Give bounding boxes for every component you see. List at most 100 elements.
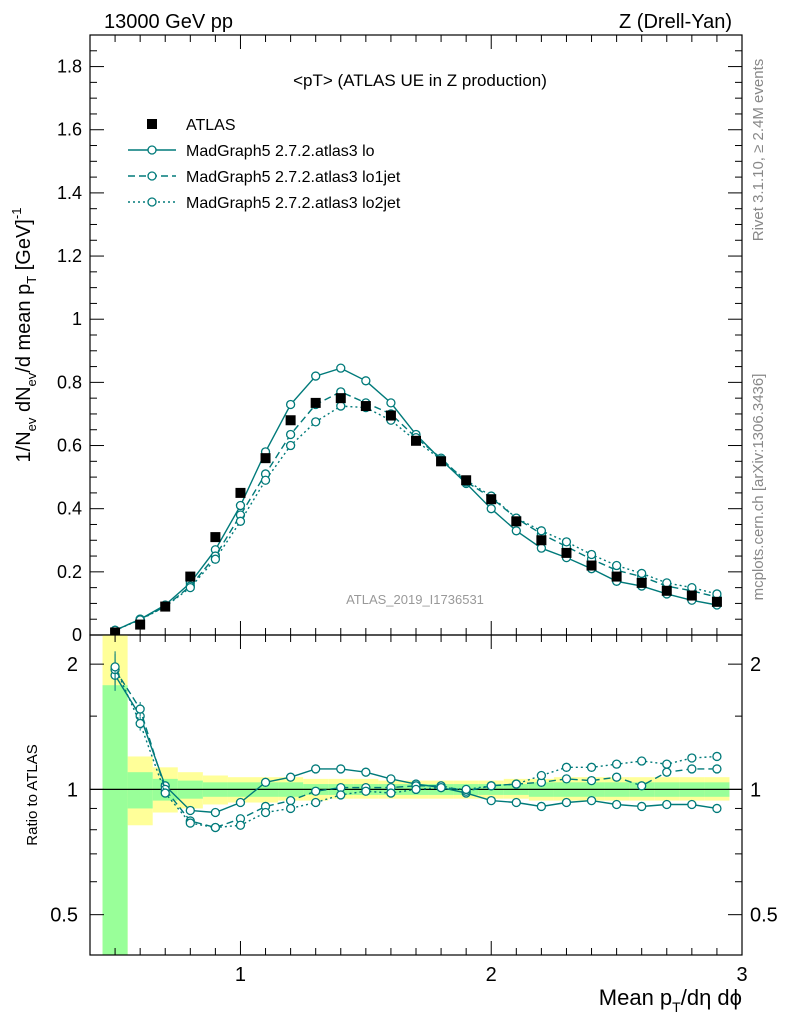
upper-ytick-label: 1.8 (57, 57, 82, 77)
atlas-data-point (486, 494, 497, 505)
upper-ytick-label: 0 (72, 625, 82, 645)
atlas-data-point (436, 456, 447, 467)
ratio-point-dotted (586, 762, 597, 772)
series-point-solid (336, 363, 346, 373)
ratio-point-solid (260, 777, 271, 787)
series-point-dotted (311, 417, 321, 427)
legend-marker-atlas (147, 119, 157, 129)
legend-marker (147, 171, 157, 181)
ratio-point-solid (235, 797, 246, 808)
ratio-point-dotted (662, 759, 672, 769)
series-point-dotted (687, 582, 697, 593)
series-point-dotted (712, 589, 722, 599)
series-point-dotted (336, 401, 346, 411)
ratio-point-dotted (536, 770, 547, 781)
ratio-point-dashed (311, 786, 321, 796)
series-point-solid (235, 500, 246, 511)
ratio-point-solid (185, 805, 195, 816)
atlas-data-point (235, 487, 246, 498)
ratio-point-dashed (561, 774, 572, 784)
atlas-data-point (411, 435, 421, 446)
atlas-data-point (160, 601, 171, 612)
series-line-solid (114, 367, 718, 631)
series-point-solid (511, 526, 521, 536)
ratio-point-dotted (260, 807, 271, 818)
lower-panel: 0.5 0.5 1 1 2 2 1 2 3 Ratio to ATLAS Mean pT/dη … (24, 634, 778, 1015)
ratio-point-dotted (712, 751, 722, 762)
upper-ticks: 0 0.2 0.4 0.6 0.8 1 1.2 1.4 1.6 1.8 (57, 34, 742, 645)
header-left: 13000 GeV pp (104, 11, 233, 33)
atlas-data-point (586, 560, 597, 571)
ratio-point-solid (687, 799, 697, 810)
series-point-dotted (260, 475, 271, 485)
legend-label: MadGraph5 2.7.2.atlas3 lo1jet (186, 169, 401, 186)
ratio-point-solid (486, 795, 496, 806)
legend-label: MadGraph5 2.7.2.atlas3 lo2jet (186, 195, 401, 212)
series-point-dotted (285, 440, 296, 451)
lower-xtick-label: 2 (486, 964, 497, 986)
lower-xtick-label: 1 (235, 964, 246, 986)
ratio-point-dotted (511, 779, 521, 789)
upper-ytick-label: 0.2 (57, 562, 82, 582)
series-point-solid (486, 504, 496, 514)
ratio-point-dotted (110, 662, 120, 672)
watermark: ATLAS_2019_I1736531 (346, 592, 484, 607)
atlas-data-point (110, 627, 121, 638)
side-text-bottom: mcplots.cern.ch [arXiv:1306.3436] (750, 374, 767, 601)
ratio-point-solid (285, 772, 296, 782)
band-green (102, 685, 128, 955)
ratio-point-solid (637, 801, 647, 812)
series-point-dotted (185, 582, 195, 593)
ratio-point-solid (611, 799, 622, 810)
atlas-data-point (210, 532, 221, 543)
header-right: Z (Drell-Yan) (619, 11, 732, 33)
legend-label: MadGraph5 2.7.2.atlas3 lo (186, 143, 375, 160)
series-point-solid (311, 371, 321, 381)
ratio-point-dashed (712, 764, 722, 774)
series-point-dotted (561, 537, 572, 547)
upper-series (110, 363, 722, 638)
ratio-point-solid (361, 767, 371, 777)
atlas-data-point (636, 577, 647, 588)
ratio-point-dotted (160, 788, 170, 798)
ratio-point-dotted (461, 784, 471, 795)
ratio-point-dotted (311, 797, 321, 808)
upper-ytick-label: 0.8 (57, 372, 82, 392)
side-text-top: Rivet 3.1.10, ≥ 2.4M events (750, 59, 767, 242)
upper-ylabel: 1/Nev dNev/d mean pT [GeV]-1 (9, 208, 39, 463)
legend: ATLAS MadGraph5 2.7.2.atlas3 lo MadGraph5 … (128, 117, 401, 212)
series-point-dotted (536, 526, 547, 536)
atlas-data-point (185, 571, 196, 582)
series-point-dotted (611, 560, 622, 571)
atlas-data-point (310, 397, 321, 408)
atlas-data-point (360, 401, 371, 412)
ratio-series (110, 651, 722, 833)
lower-ytick-label: 1 (67, 779, 78, 801)
atlas-data-point (611, 571, 622, 582)
ratio-point-dotted (687, 753, 697, 763)
lower-ytick-label: 2 (67, 654, 78, 676)
ratio-point-dotted (185, 818, 195, 828)
ratio-point-dotted (336, 790, 346, 800)
ratio-point-dashed (285, 795, 296, 806)
ratio-point-dotted (411, 784, 421, 795)
upper-panel: 00.20.40.60.811.21.41.61.8 13000 GeV pp … (9, 11, 743, 645)
ratio-point-dotted (611, 759, 622, 769)
ratio-point-dotted (561, 762, 572, 772)
ratio-point-solid (561, 797, 572, 808)
series-point-dotted (637, 568, 647, 579)
series-point-solid (361, 376, 371, 386)
ratio-point-dotted (235, 820, 246, 830)
lower-ytick-label-right: 0.5 (750, 905, 778, 927)
ratio-point-dashed (637, 781, 647, 791)
ratio-point-dotted (386, 788, 396, 798)
ratio-point-dashed (135, 704, 145, 714)
ratio-point-dashed (687, 764, 697, 774)
series-point-dashed (285, 429, 296, 440)
lower-ytick-label-right: 2 (750, 654, 761, 676)
ratio-point-solid (536, 801, 547, 812)
ratio-point-dashed (611, 772, 622, 782)
atlas-data-point (711, 596, 722, 607)
upper-ytick-label: 0.6 (57, 436, 82, 456)
